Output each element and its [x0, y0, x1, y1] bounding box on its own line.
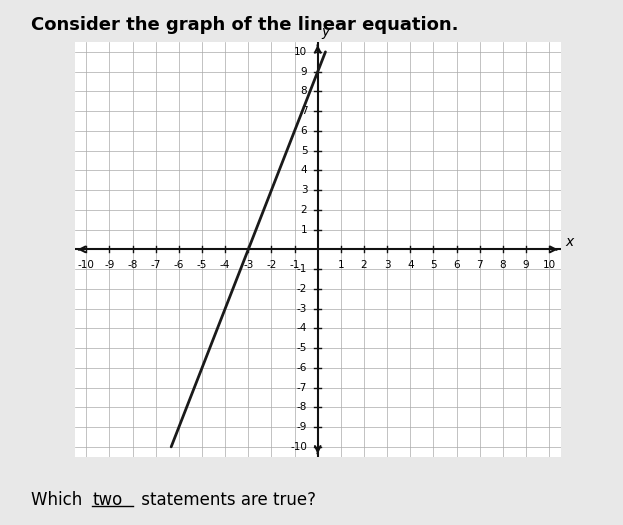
Text: -10: -10	[290, 442, 307, 452]
Text: 3: 3	[384, 260, 391, 270]
Text: -1: -1	[290, 260, 300, 270]
Text: -7: -7	[297, 383, 307, 393]
Text: 9: 9	[523, 260, 530, 270]
Text: 4: 4	[301, 165, 307, 175]
Text: -9: -9	[104, 260, 115, 270]
Text: -2: -2	[266, 260, 277, 270]
Text: two: two	[92, 491, 123, 509]
Text: 6: 6	[454, 260, 460, 270]
Text: -3: -3	[297, 303, 307, 313]
Text: 5: 5	[430, 260, 437, 270]
Text: 10: 10	[543, 260, 556, 270]
Text: 1: 1	[301, 225, 307, 235]
Text: -6: -6	[174, 260, 184, 270]
Text: x: x	[565, 235, 574, 249]
Text: y: y	[321, 25, 330, 39]
Text: -6: -6	[297, 363, 307, 373]
Text: -4: -4	[297, 323, 307, 333]
Text: -1: -1	[297, 264, 307, 274]
Text: Which: Which	[31, 491, 88, 509]
Text: 3: 3	[301, 185, 307, 195]
Text: 9: 9	[301, 67, 307, 77]
Text: -10: -10	[78, 260, 95, 270]
Text: 1: 1	[338, 260, 344, 270]
Text: 2: 2	[301, 205, 307, 215]
Text: 5: 5	[301, 145, 307, 155]
Text: 7: 7	[477, 260, 483, 270]
Text: 7: 7	[301, 106, 307, 116]
Text: 6: 6	[301, 126, 307, 136]
Text: statements are true?: statements are true?	[136, 491, 316, 509]
Text: -2: -2	[297, 284, 307, 294]
Text: 2: 2	[361, 260, 368, 270]
Text: -8: -8	[128, 260, 138, 270]
Text: 10: 10	[294, 47, 307, 57]
Text: 8: 8	[301, 87, 307, 97]
Text: -3: -3	[243, 260, 254, 270]
Text: -9: -9	[297, 422, 307, 432]
Text: -4: -4	[220, 260, 231, 270]
Text: -5: -5	[197, 260, 207, 270]
Text: -7: -7	[151, 260, 161, 270]
Text: 8: 8	[500, 260, 506, 270]
Text: -5: -5	[297, 343, 307, 353]
Text: 4: 4	[407, 260, 414, 270]
Text: -8: -8	[297, 402, 307, 412]
Text: Consider the graph of the linear equation.: Consider the graph of the linear equatio…	[31, 16, 459, 34]
